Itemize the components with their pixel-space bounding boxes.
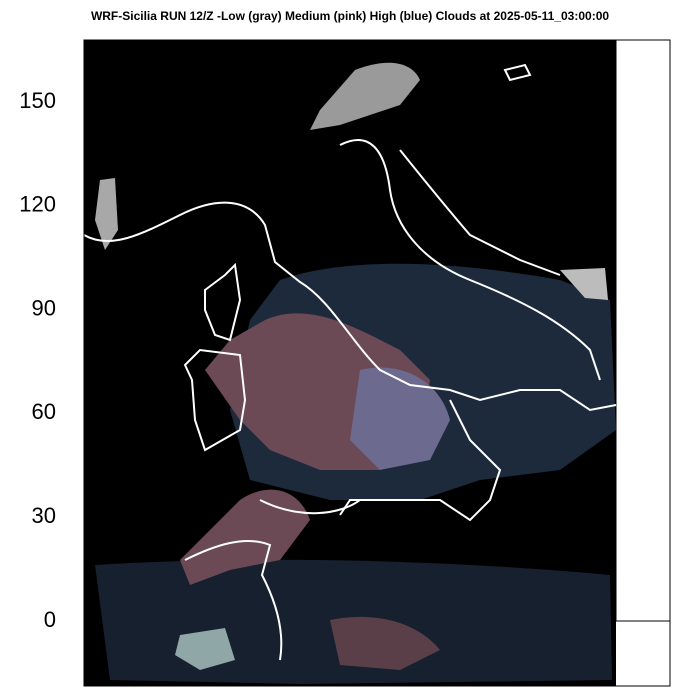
y-tick-label: 30 <box>32 503 56 528</box>
map-frame <box>83 39 671 687</box>
coastlines <box>83 63 617 661</box>
map-side-panel <box>615 39 671 622</box>
medium-cloud <box>330 616 440 670</box>
low-cloud <box>310 62 420 131</box>
y-tick-label: 120 <box>19 192 56 217</box>
y-tick-label: 90 <box>32 295 56 320</box>
map-title: WRF-Sicilia RUN 12/Z -Low (gray) Medium … <box>91 9 609 23</box>
low-cloud <box>560 268 608 300</box>
y-tick-label: 60 <box>32 399 56 424</box>
mixed-cloud <box>350 367 450 470</box>
low-cloud <box>95 178 118 250</box>
y-tick-label: 0 <box>44 607 56 632</box>
y-tick-label: 150 <box>19 88 56 113</box>
map-area <box>83 39 671 686</box>
medium-cloud <box>180 489 310 585</box>
low-cloud <box>175 628 235 670</box>
